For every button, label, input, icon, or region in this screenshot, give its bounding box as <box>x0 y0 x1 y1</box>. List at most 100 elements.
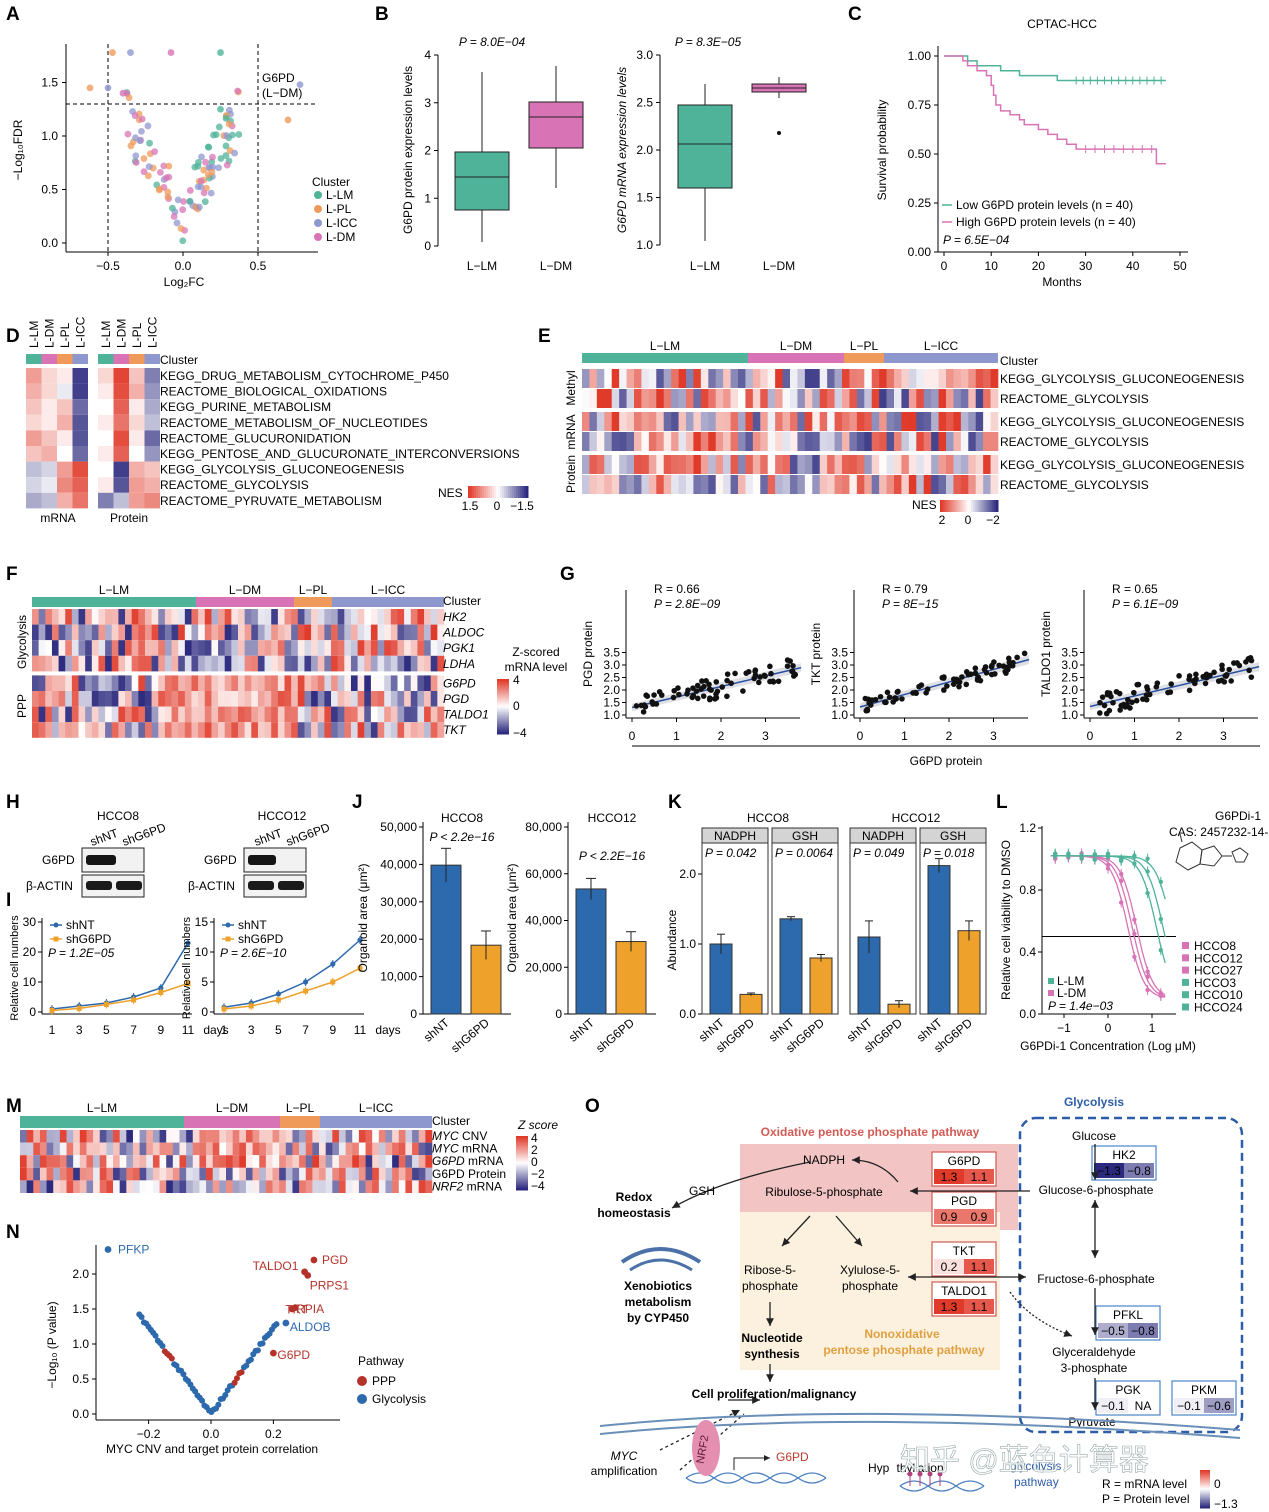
e-legend-tick: 2 <box>939 513 946 527</box>
f-cell <box>85 675 93 691</box>
e-legend-cell <box>994 500 997 512</box>
m-cell <box>398 1155 406 1168</box>
d-legend-tick: 1.5 <box>462 499 479 513</box>
f-cell <box>38 640 46 656</box>
panel-c-letter: C <box>848 4 862 25</box>
e-cell <box>790 475 798 494</box>
f-cell <box>417 722 425 738</box>
d-cell <box>113 492 129 509</box>
panel-d-row-labels: KEGG_DRUG_METABOLISM_CYTOCHROME_P450REAC… <box>160 369 520 508</box>
f-cell <box>91 640 99 656</box>
f-cell <box>277 624 285 641</box>
f-cell <box>397 640 405 656</box>
e-cell <box>916 432 925 451</box>
e-cell <box>760 475 769 494</box>
m-cell <box>239 1167 247 1181</box>
g-point <box>656 689 663 695</box>
f-cell <box>264 722 272 738</box>
d-cell <box>98 399 114 415</box>
f-cell <box>284 609 292 625</box>
m-cell <box>152 1142 160 1156</box>
o-enzyme-r-cell <box>1098 1323 1128 1338</box>
a-point <box>156 168 164 176</box>
e-cell <box>604 455 613 474</box>
e-cell <box>871 475 880 494</box>
band-actin-shg6pd-hcco12 <box>278 881 304 890</box>
f-cell <box>344 706 352 723</box>
e-cell <box>663 369 672 388</box>
f-cell <box>244 691 252 707</box>
f-cell <box>98 675 106 691</box>
n-labeled-point <box>288 1305 296 1313</box>
m-legend-tick: −4 <box>531 1179 545 1193</box>
n-xtick-label: 0.0 <box>203 1427 220 1441</box>
e-cell <box>604 475 613 494</box>
m-cell <box>345 1155 353 1168</box>
panel-b-letter: B <box>375 4 389 25</box>
k-p: P = 0.049 <box>853 846 905 860</box>
o-legend-cell <box>1200 1504 1210 1506</box>
f-cell <box>337 691 345 707</box>
o-legend-cell <box>1200 1471 1210 1474</box>
d-cell <box>72 414 88 431</box>
e-cell <box>842 412 850 431</box>
g-point <box>1226 666 1232 673</box>
f-cell <box>58 624 66 641</box>
e-cell <box>901 369 910 388</box>
m-cluster-label: L−PL <box>286 1101 315 1115</box>
c-xtick-label: 20 <box>1032 259 1046 273</box>
l-legend-label: HCCO3 <box>1194 976 1236 990</box>
g-point <box>706 681 712 688</box>
panel-n-plot: 0.00.51.01.52.0−0.2 0.0 0.2PFKPPGDTALDO1PR… <box>72 1243 349 1442</box>
f-cell <box>98 609 106 625</box>
m-cell <box>66 1155 74 1168</box>
f-cell <box>191 655 199 672</box>
e-cell <box>894 475 902 494</box>
i-point <box>103 1002 109 1007</box>
o-legend-cell <box>1200 1480 1210 1482</box>
f-cell <box>297 722 305 738</box>
g-point <box>713 679 720 685</box>
i-point <box>275 997 281 1003</box>
f-cell <box>251 691 259 707</box>
e-cell <box>723 369 731 388</box>
d-row-label: KEGG_PURINE_METABOLISM <box>160 400 331 414</box>
f-cell <box>304 675 312 691</box>
m-cell <box>425 1130 433 1143</box>
e-legend-cell <box>992 500 995 512</box>
e-cell <box>975 455 984 474</box>
m-cell <box>412 1167 420 1181</box>
e-cell <box>634 432 642 451</box>
f-cell <box>417 609 425 625</box>
m-cell <box>192 1142 200 1156</box>
e-cell <box>804 412 813 431</box>
d-legend-cell <box>500 486 503 498</box>
f-cell <box>151 640 159 656</box>
a-point <box>225 106 233 114</box>
f-cell <box>397 655 405 672</box>
b-outlier <box>777 131 781 135</box>
f-cell <box>277 706 285 723</box>
m-legend-cell <box>516 1137 528 1141</box>
e-cell <box>916 389 925 408</box>
i-xtick-label: 5 <box>275 1023 282 1037</box>
f-cell <box>118 691 126 707</box>
g-point <box>775 678 782 685</box>
f-cell <box>264 609 272 625</box>
o-node: Ribulose-5-phosphate <box>765 1185 883 1199</box>
f-cell <box>324 722 332 738</box>
f-cell <box>377 640 385 656</box>
f-cell <box>277 640 285 656</box>
d-cell <box>129 477 145 493</box>
d-legend-cell <box>496 486 499 498</box>
f-cell <box>238 624 245 641</box>
g-r: R = 0.66 <box>654 582 700 596</box>
a-point <box>201 198 209 206</box>
f-cell <box>164 675 172 691</box>
m-cell <box>146 1130 154 1143</box>
a-point <box>209 153 216 161</box>
g-xtick-label: 2 <box>1176 729 1183 743</box>
f-cluster-label: L−PL <box>299 583 328 597</box>
c-curve-low <box>944 55 1166 82</box>
